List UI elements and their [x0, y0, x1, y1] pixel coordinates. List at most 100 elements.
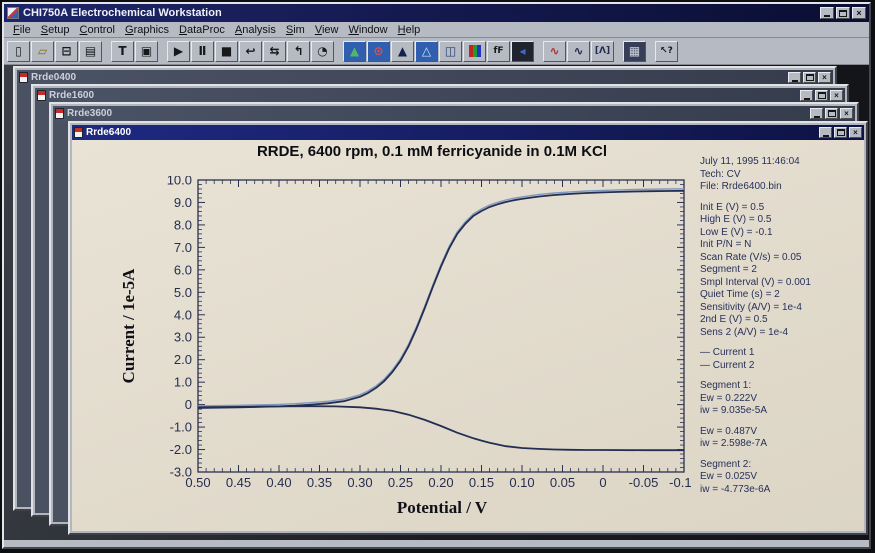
x-tick-label: -0.05: [629, 475, 659, 490]
plot-frame: [197, 179, 685, 473]
close-button[interactable]: ×: [840, 108, 853, 119]
minimize-button[interactable]: [810, 108, 823, 119]
maximize-button[interactable]: [803, 72, 816, 83]
save-file-button[interactable]: ⊟: [55, 40, 78, 62]
window-rrde6400-titlebar[interactable]: Rrde6400 ×: [72, 125, 864, 140]
window-rrde6400[interactable]: Rrde6400 × RRDE, 6400 rpm, 0.1 mM ferric…: [68, 121, 868, 535]
reverse-scan-button[interactable]: ↩: [239, 40, 262, 62]
close-button[interactable]: ×: [849, 127, 862, 138]
save-plot-icon: ◫: [444, 44, 457, 58]
repeat-run-icon: ⇆: [269, 44, 280, 58]
y-tick-label: -3.0: [170, 465, 192, 480]
document-icon: [74, 127, 83, 138]
series-2: [197, 405, 684, 452]
peak-analysis-button[interactable]: ▲: [391, 40, 414, 62]
minimize-button[interactable]: [820, 7, 834, 19]
x-tick-label: 0.10: [509, 475, 534, 490]
minimize-button[interactable]: [800, 90, 813, 101]
y-tick-label: 4.0: [174, 307, 192, 322]
mdi-workspace: Rrde0400 × Rrde1600 ×: [4, 65, 869, 540]
smooth-wave-button[interactable]: ∿: [543, 40, 566, 62]
step-run-icon: ↰: [293, 44, 304, 58]
window-title: Rrde1600: [49, 90, 95, 101]
multi-peak-button[interactable]: [Λ]: [591, 40, 614, 62]
voltammogram-plot: 0.50 0.45 0.40 0.35 0.30 0.25 0.20 0.15 0.10 0.05…: [167, 176, 692, 490]
run-experiment-button[interactable]: ▶: [167, 40, 190, 62]
step-run-button[interactable]: ↰: [287, 40, 310, 62]
repeat-run-button[interactable]: ⇆: [263, 40, 286, 62]
data-grid-icon: ▦: [628, 44, 641, 58]
close-button[interactable]: ×: [852, 7, 866, 19]
menu-bar: File Setup Control Graphics DataProc Analysis…: [4, 22, 869, 38]
zoom-plot-button[interactable]: ⊙: [367, 40, 390, 62]
data-grid-button[interactable]: ▦: [623, 40, 646, 62]
menu-item-help[interactable]: Help: [397, 23, 421, 36]
rotation-timer-button[interactable]: ◔: [311, 40, 334, 62]
minimize-button[interactable]: [819, 127, 832, 138]
maximize-button[interactable]: [836, 7, 850, 19]
menu-item-sim[interactable]: Sim: [285, 23, 305, 36]
new-file-button[interactable]: ▯: [7, 40, 30, 62]
data-reader-button[interactable]: ◂: [511, 40, 534, 62]
save-plot-button[interactable]: ◫: [439, 40, 462, 62]
multi-peak-icon: [Λ]: [594, 45, 611, 56]
pause-experiment-icon: Ⅱ: [198, 44, 207, 58]
menu-item-analysis[interactable]: Analysis: [234, 23, 276, 36]
menu-item-window[interactable]: Window: [348, 23, 388, 36]
info-gap: [700, 418, 866, 426]
x-axis-title: Potential / V: [396, 498, 488, 517]
info-line: — Current 1: [700, 347, 755, 358]
close-button[interactable]: ×: [818, 72, 831, 83]
window-rrde3600-titlebar[interactable]: Rrde3600 ×: [53, 106, 855, 121]
menu-item-dataproc[interactable]: DataProc: [179, 23, 225, 36]
info-line: High E (V) = 0.5: [700, 214, 772, 225]
y-tick-label: 8.0: [174, 217, 192, 232]
info-line: Scan Rate (V/s) = 0.05: [700, 251, 802, 263]
print-button[interactable]: ▤: [79, 40, 102, 62]
maximize-button[interactable]: [834, 127, 847, 138]
open-file-button[interactable]: ▱: [31, 40, 54, 62]
stop-experiment-icon: ■: [220, 44, 233, 58]
derivative-wave-button[interactable]: ∿: [567, 40, 590, 62]
menu-item-control[interactable]: Control: [79, 23, 115, 36]
maximize-icon: [836, 129, 845, 136]
y-tick-label: 6.0: [174, 262, 192, 277]
plot-graph-button[interactable]: ▲: [343, 40, 366, 62]
stop-experiment-button[interactable]: ■: [215, 40, 238, 62]
info-line: Ew = 0.487V: [700, 425, 757, 437]
x-tick-label: -0.10: [669, 475, 692, 490]
menu-item-graphics[interactable]: Graphics: [125, 23, 170, 36]
peak-analysis-alt-icon: △: [421, 44, 432, 58]
y-tick-label: 1.0: [174, 375, 192, 390]
y-tick-label: 9.0: [174, 195, 192, 210]
menu-item-file[interactable]: File: [13, 23, 31, 36]
document-icon: [55, 108, 64, 119]
reverse-scan-icon: ↩: [245, 44, 256, 58]
context-help-button[interactable]: ↖?: [655, 40, 678, 62]
window-rrde0400-titlebar[interactable]: Rrde0400 ×: [17, 70, 833, 85]
color-bars-button[interactable]: [463, 40, 486, 62]
close-button[interactable]: ×: [830, 90, 843, 101]
minimize-icon: [791, 79, 798, 82]
maximize-icon: [805, 74, 814, 81]
experiment-info-panel: July 11, 1995 11:46:04 Tech: CV File: Rrde…: [700, 156, 866, 496]
app-titlebar[interactable]: CHI750A Electrochemical Workstation ×: [4, 4, 869, 22]
maximize-button[interactable]: [825, 108, 838, 119]
info-gap: [700, 339, 866, 347]
info-line: Sensitivity (A/V) = 1e-4: [700, 301, 802, 313]
peak-analysis-alt-button[interactable]: △: [415, 40, 438, 62]
pause-experiment-button[interactable]: Ⅱ: [191, 40, 214, 62]
font-format-button[interactable]: fF: [487, 40, 510, 62]
minimize-button[interactable]: [788, 72, 801, 83]
menu-item-setup[interactable]: Setup: [40, 23, 70, 36]
parameters-page-button[interactable]: ▣: [135, 40, 158, 62]
menu-item-view[interactable]: View: [314, 23, 339, 36]
window-rrde1600-titlebar[interactable]: Rrde1600 ×: [35, 88, 845, 103]
cell-control-button[interactable]: T: [111, 40, 134, 62]
info-line: Tech: CV: [700, 168, 741, 180]
minimize-icon: [813, 115, 820, 118]
info-line: — Current 2: [700, 359, 755, 371]
maximize-button[interactable]: [815, 90, 828, 101]
peak-analysis-icon: ▲: [397, 44, 408, 58]
series-echo: [197, 188, 685, 407]
